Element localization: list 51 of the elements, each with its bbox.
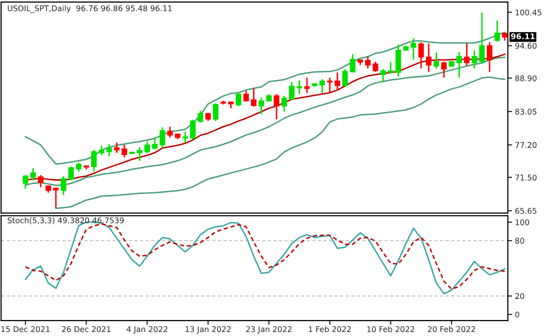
candlestick [319,78,325,94]
candlestick [304,76,310,94]
candlestick [274,93,280,120]
candlestick [296,80,302,95]
candlestick [212,102,218,122]
candlestick [144,140,150,154]
candlestick [395,44,402,78]
candlestick [410,38,416,61]
candlestick [106,144,112,157]
candlestick [281,95,287,112]
candlestick [30,168,36,181]
line-series [55,76,506,210]
candlestick [190,119,196,140]
candlestick [236,92,242,107]
candlestick [334,72,340,91]
candlestick [98,145,104,156]
candlestick [160,126,166,149]
candlestick [60,176,66,196]
candlestick [426,42,432,73]
candlestick [472,50,478,70]
candlestick [342,68,348,88]
candlestick [494,20,500,42]
candlestick [76,162,82,172]
candlestick [250,88,256,108]
candlestick [152,136,158,150]
candlestick [198,110,204,124]
candlestick [486,42,492,73]
candlestick [418,42,424,70]
candlestick [350,54,356,74]
candlestick [182,131,188,144]
candlestick [136,146,142,162]
candlestick [258,96,264,115]
candlestick [53,186,59,209]
candlestick [365,56,371,70]
candlestick [22,174,28,190]
candlestick [38,174,44,188]
candlestick [434,52,440,70]
candlestick [114,142,120,154]
candlestick [243,90,249,102]
candlestick [327,76,333,93]
candlestick [91,149,97,172]
candlestick [456,51,462,78]
candlestick [167,126,173,138]
candlestick [68,166,74,181]
candlestick [288,81,295,101]
candlestick [372,60,378,73]
candlestick [441,60,447,78]
candlestick [479,12,485,64]
candlestick [464,42,470,66]
candlestick [122,144,128,158]
candlestick [380,68,386,82]
